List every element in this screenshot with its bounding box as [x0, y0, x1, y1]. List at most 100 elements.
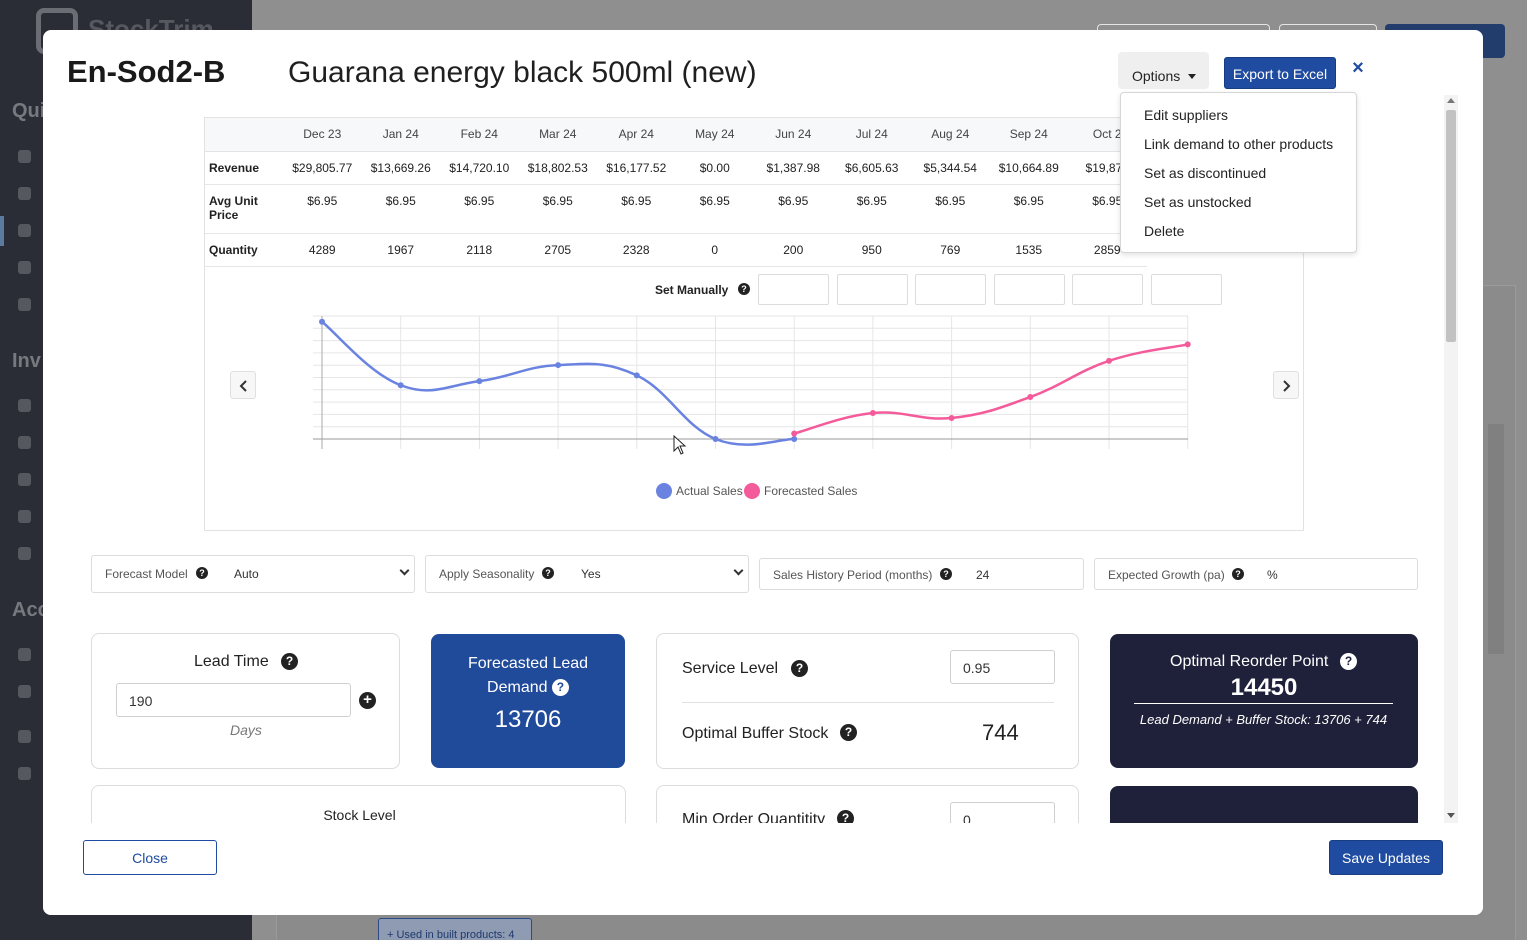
manual-input[interactable]	[837, 274, 908, 305]
chart-next-button[interactable]	[1273, 371, 1299, 399]
table-cell: $6.95	[754, 184, 833, 234]
manual-input[interactable]	[1151, 274, 1222, 305]
data-point	[633, 372, 640, 379]
optimal-reorder-formula: Lead Demand + Buffer Stock: 13706 + 744	[1139, 712, 1388, 727]
service-level-input[interactable]: 0.95	[950, 650, 1055, 684]
forecast-model-label: Forecast Model	[105, 567, 188, 581]
menu-item-set-discontinued[interactable]: Set as discontinued	[1144, 165, 1267, 181]
month-header: Dec 23	[283, 118, 362, 152]
question-icon[interactable]: ?	[281, 653, 298, 670]
scroll-down-icon[interactable]	[1447, 813, 1455, 818]
table-cell: 769	[911, 233, 990, 267]
chart-prev-button[interactable]	[230, 371, 256, 399]
table-row-revenue: Revenue $29,805.77 $13,669.26 $14,720.10…	[205, 151, 1147, 185]
manual-input[interactable]	[994, 274, 1065, 305]
row-label: Quantity	[205, 233, 283, 267]
data-point	[476, 378, 483, 385]
table-cell: $0.00	[675, 151, 754, 185]
used-in-label: Used in built products: 4	[396, 929, 515, 940]
lead-time-input[interactable]: 190	[116, 683, 351, 717]
used-in-built-products: + Used in built products: 4	[378, 918, 532, 940]
question-icon[interactable]: ?	[551, 679, 569, 696]
table-row-avg-unit-price: Avg Unit Price $6.95 $6.95 $6.95 $6.95 $…	[205, 184, 1147, 234]
legend-label-actual: Actual Sales	[676, 484, 743, 498]
month-header: Mar 24	[518, 118, 597, 152]
menu-item-edit-suppliers[interactable]: Edit suppliers	[1144, 107, 1229, 123]
question-icon[interactable]: ?	[791, 660, 808, 677]
forecast-model-select[interactable]: Forecast Model ? Auto	[91, 555, 415, 593]
table-cell: 2328	[597, 233, 676, 267]
menu-item-link-demand[interactable]: Link demand to other products	[1144, 136, 1334, 152]
plus-circle-icon[interactable]: +	[359, 692, 376, 709]
table-cell: 4289	[283, 233, 362, 267]
table-cell: $18,802.53	[518, 151, 597, 185]
modal-scrollbar-thumb[interactable]	[1446, 110, 1456, 342]
stack-icon	[18, 473, 31, 486]
lead-time-unit: Days	[230, 722, 262, 738]
table-cell: $6.95	[361, 184, 440, 234]
divider	[1134, 703, 1393, 704]
optimal-buffer-value: 744	[982, 720, 1019, 745]
question-icon[interactable]: ?	[1232, 568, 1244, 580]
table-cell: $6.95	[440, 184, 519, 234]
close-button[interactable]: Close	[83, 840, 217, 875]
question-icon[interactable]: ?	[196, 567, 208, 579]
question-icon[interactable]: ?	[542, 567, 554, 579]
optimal-reorder-value: 14450	[1230, 674, 1298, 701]
save-updates-button[interactable]: Save Updates	[1329, 840, 1443, 875]
data-point	[791, 430, 798, 437]
lead-time-title: Lead Time	[194, 653, 269, 670]
month-header: Feb 24	[440, 118, 519, 152]
scroll-up-icon[interactable]	[1447, 98, 1455, 103]
legend-label-forecast: Forecasted Sales	[764, 484, 858, 498]
location-icon	[18, 547, 31, 560]
question-icon[interactable]: ?	[738, 283, 750, 295]
forecasted-lead-demand-card: Forecasted Lead Demand ? 13706	[431, 634, 625, 768]
manual-input[interactable]	[915, 274, 986, 305]
product-modal: En-Sod2-B Guarana energy black 500ml (ne…	[43, 30, 1483, 915]
optimal-buffer-title: Optimal Buffer Stock	[682, 725, 829, 742]
menu-item-delete[interactable]: Delete	[1144, 223, 1185, 239]
table-header-corner	[205, 118, 283, 152]
trophy-icon	[18, 510, 31, 523]
manual-input[interactable]	[1072, 274, 1143, 305]
table-cell: $6.95	[832, 184, 911, 234]
refresh-icon	[18, 187, 31, 200]
data-point	[869, 410, 876, 417]
expected-growth-label: Expected Growth (pa)	[1108, 568, 1225, 582]
caret-down-icon	[1188, 73, 1197, 79]
table-cell: $6.95	[911, 184, 990, 234]
export-excel-button[interactable]: Export to Excel	[1224, 57, 1336, 89]
options-button[interactable]: Options	[1118, 52, 1209, 89]
data-point	[555, 362, 562, 369]
table-row-quantity: Quantity 4289 1967 2118 2705 2328 0 200 …	[205, 233, 1147, 267]
list-icon	[18, 436, 31, 449]
sidebar-heading-account: Acc	[12, 599, 49, 621]
sales-history-table: Dec 23 Jan 24 Feb 24 Mar 24 Apr 24 May 2…	[205, 118, 1147, 267]
menu-item-set-unstocked[interactable]: Set as unstocked	[1144, 194, 1252, 210]
sales-history-panel: Dec 23 Jan 24 Feb 24 Mar 24 Apr 24 May 2…	[204, 117, 1304, 531]
table-header-row: Dec 23 Jan 24 Feb 24 Mar 24 Apr 24 May 2…	[205, 118, 1147, 152]
expected-growth-value: %	[1267, 568, 1278, 582]
sales-history-label: Sales History Period (months)	[773, 568, 933, 582]
table-cell: $6.95	[675, 184, 754, 234]
table-cell: $16,177.52	[597, 151, 676, 185]
legend-actual[interactable]: Actual Sales	[656, 483, 743, 499]
manual-input[interactable]	[758, 274, 829, 305]
table-icon	[18, 224, 31, 237]
close-icon[interactable]: ×	[1352, 57, 1364, 79]
question-icon[interactable]: ?	[837, 810, 854, 827]
question-icon[interactable]: ?	[940, 568, 952, 580]
sales-chart	[313, 315, 1191, 449]
question-icon[interactable]: ?	[840, 724, 857, 741]
legend-forecast[interactable]: Forecasted Sales	[744, 483, 857, 499]
data-point	[712, 436, 719, 442]
modal-footer	[43, 823, 1483, 915]
sales-history-field[interactable]: Sales History Period (months) ? 24	[759, 558, 1084, 590]
product-sku: En-Sod2-B	[67, 54, 226, 89]
apply-seasonality-select[interactable]: Apply Seasonality ? Yes	[425, 555, 749, 593]
expected-growth-field[interactable]: Expected Growth (pa) ? %	[1094, 558, 1418, 590]
row-label: Revenue	[205, 151, 283, 185]
question-icon[interactable]: ?	[1340, 653, 1357, 670]
lead-time-card: Lead Time ? 190 + Days	[91, 633, 400, 769]
